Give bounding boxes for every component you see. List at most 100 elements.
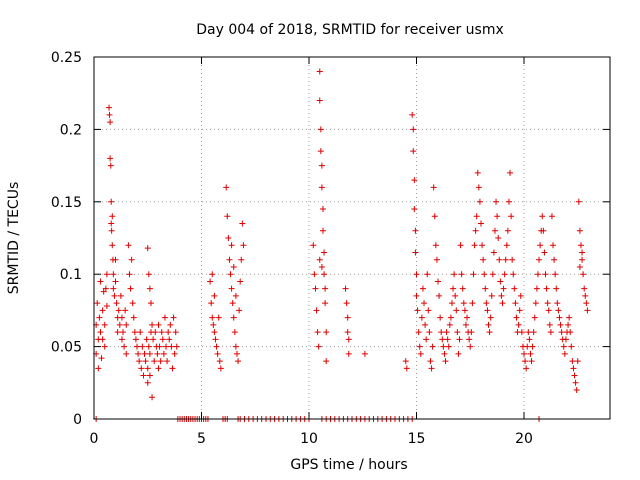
data-point [173,343,180,350]
data-point [155,365,162,372]
data-point [530,329,537,336]
data-point [228,285,235,292]
data-point [228,242,235,249]
data-points [93,68,591,422]
data-point [313,307,320,314]
data-point [103,271,110,278]
data-point [129,300,136,307]
data-point [412,227,419,234]
data-point [501,271,508,278]
data-point [310,242,317,249]
data-point [411,206,418,213]
data-point [504,227,511,234]
data-point [209,271,216,278]
data-point [126,271,133,278]
data-point [437,314,444,321]
data-point [442,358,449,365]
data-point [230,314,237,321]
data-point [116,321,123,328]
data-point [111,292,118,299]
data-point [452,292,459,299]
data-point [545,307,552,314]
data-point [101,343,108,350]
data-point [522,358,529,365]
data-point [156,343,163,350]
data-point [132,336,139,343]
data-point [479,242,486,249]
data-point [553,285,560,292]
data-point [172,329,179,336]
data-point [99,336,106,343]
data-point [555,307,562,314]
data-point [428,365,435,372]
data-point [496,256,503,263]
data-point [236,307,243,314]
data-point [507,169,514,176]
plot-frame [93,56,611,420]
data-point [505,198,512,205]
data-point [488,292,495,299]
data-point [534,271,541,278]
data-point [503,242,510,249]
data-point [447,314,454,321]
data-point [416,343,423,350]
data-point [547,329,554,336]
data-point [237,278,244,285]
data-point [567,329,574,336]
data-point [312,285,319,292]
data-point [460,300,467,307]
data-point [481,271,488,278]
data-point [569,358,576,365]
y-tick-label: 0.05 [51,340,82,356]
data-point [344,329,351,336]
data-point [318,162,325,169]
data-point [458,271,465,278]
data-point [453,307,460,314]
data-point [579,249,586,256]
data-point [558,329,565,336]
data-point [343,300,350,307]
data-point [412,249,419,256]
data-point [131,329,138,336]
data-point [227,271,234,278]
data-point [556,314,563,321]
data-point [485,321,492,328]
data-point [468,329,475,336]
data-point [532,300,539,307]
data-point [487,314,494,321]
data-point [318,184,325,191]
data-point [118,336,125,343]
data-point [582,292,589,299]
data-point [576,263,583,270]
data-point [413,271,420,278]
data-point [107,119,114,126]
data-point [498,292,505,299]
data-point [322,285,329,292]
data-point [118,314,125,321]
data-point [537,242,544,249]
data-point [426,329,433,336]
data-point [470,271,477,278]
y-tick-label: 0.25 [51,50,82,66]
data-point [513,314,520,321]
data-point [540,227,547,234]
data-point [216,358,223,365]
data-point [103,303,110,310]
data-point [323,329,330,336]
data-point [136,358,143,365]
data-point [474,169,481,176]
data-point [98,355,105,362]
data-point [319,206,326,213]
data-point [215,314,222,321]
data-point [526,336,533,343]
data-point [115,307,122,314]
data-point [121,343,128,350]
data-point [130,314,137,321]
data-point [516,307,523,314]
data-point [565,321,572,328]
data-point [483,300,490,307]
data-point [101,321,108,328]
data-point [461,307,468,314]
data-point [233,350,240,357]
data-point [574,358,581,365]
